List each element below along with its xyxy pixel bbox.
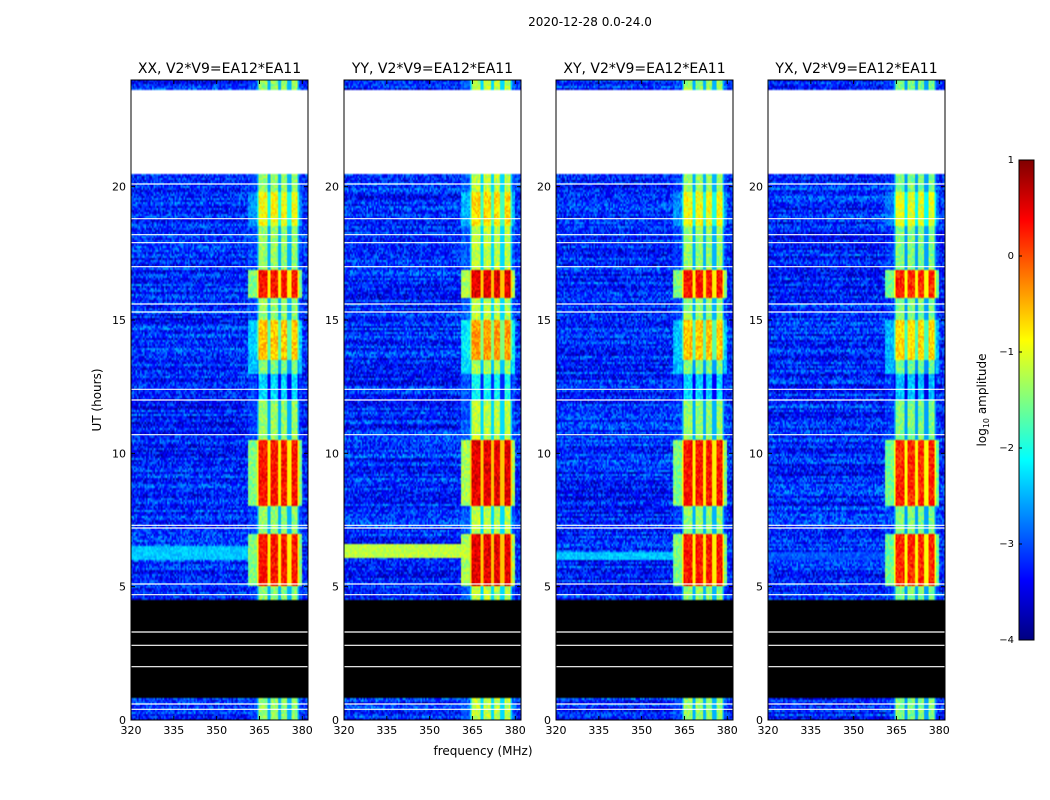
x-tick-label: 320	[121, 724, 142, 737]
x-tick-label: 365	[249, 724, 270, 737]
x-tick-label: 335	[588, 724, 609, 737]
panel-title: YX, V2*V9=EA12*EA11	[774, 61, 937, 77]
x-tick-label: 365	[674, 724, 695, 737]
y-tick-label: 10	[537, 447, 551, 460]
plot-frame	[130, 79, 309, 721]
y-tick-label: 0	[332, 714, 339, 727]
colorbar-tick-label: −4	[999, 635, 1014, 646]
y-tick-label: 0	[756, 714, 763, 727]
y-tick-label: 15	[537, 314, 551, 327]
y-tick-label: 0	[119, 714, 126, 727]
y-tick-label: 20	[112, 181, 126, 194]
y-tick-label: 10	[749, 447, 763, 460]
panel-title: XX, V2*V9=EA12*EA11	[138, 61, 301, 77]
x-tick-label: 320	[546, 724, 567, 737]
panels-group: XX, V2*V9=EA12*EA11 320 335 350 365 380 0 5 10 15…	[112, 61, 950, 737]
plot-frame	[555, 79, 734, 721]
panel: XX, V2*V9=EA12*EA11 320 335 350 365 380 0 5 10 15…	[112, 61, 313, 737]
x-tick-label: 350	[843, 724, 864, 737]
colorbar-gradient	[1018, 159, 1035, 641]
y-tick-label: 15	[749, 314, 763, 327]
colorbar-label-subscript: 10	[982, 418, 991, 428]
y-tick-label: 15	[112, 314, 126, 327]
panel: YX, V2*V9=EA12*EA11 320 335 350 365 380 0 5 10 15…	[749, 61, 950, 737]
x-tick-label: 365	[886, 724, 907, 737]
x-tick-label: 380	[505, 724, 526, 737]
y-tick-label: 5	[332, 581, 339, 594]
panel: XY, V2*V9=EA12*EA11 320 335 350 365 380 0 5 10 15…	[537, 61, 738, 737]
y-tick-label: 5	[544, 581, 551, 594]
colorbar-tick-label: 0	[1008, 251, 1014, 262]
colorbar-tick-label: −3	[999, 539, 1014, 550]
x-tick-label: 335	[376, 724, 397, 737]
x-tick-label: 350	[631, 724, 652, 737]
colorbar-label-prefix: log	[975, 428, 989, 446]
x-axis-label: frequency (MHz)	[433, 744, 532, 758]
colorbar-tick-label: −1	[999, 347, 1014, 358]
plot-frame	[343, 79, 522, 721]
y-tick-label: 5	[119, 581, 126, 594]
panel-title: YY, V2*V9=EA12*EA11	[351, 61, 513, 77]
colorbar-label-suffix: amplitude	[975, 354, 989, 418]
x-tick-label: 380	[929, 724, 950, 737]
x-tick-label: 380	[292, 724, 313, 737]
x-tick-label: 380	[717, 724, 738, 737]
colorbar-label: log10 amplitude	[975, 354, 991, 447]
x-tick-label: 350	[206, 724, 227, 737]
y-tick-label: 10	[112, 447, 126, 460]
x-tick-label: 350	[419, 724, 440, 737]
y-tick-label: 20	[537, 181, 551, 194]
y-tick-label: 20	[325, 181, 339, 194]
x-tick-label: 365	[462, 724, 483, 737]
x-tick-label: 320	[334, 724, 355, 737]
y-tick-label: 20	[749, 181, 763, 194]
colorbar-tick-label: −2	[999, 443, 1014, 454]
panel: YY, V2*V9=EA12*EA11 320 335 350 365 380 0 5 10 15…	[325, 61, 526, 737]
x-tick-label: 320	[758, 724, 779, 737]
x-tick-label: 335	[163, 724, 184, 737]
x-tick-label: 335	[800, 724, 821, 737]
y-tick-label: 10	[325, 447, 339, 460]
colorbar-tick-label: 1	[1008, 155, 1014, 166]
y-tick-label: 5	[756, 581, 763, 594]
panel-title: XY, V2*V9=EA12*EA11	[563, 61, 725, 77]
y-tick-label: 0	[544, 714, 551, 727]
figure-suptitle: 2020-12-28 0.0-24.0	[528, 15, 652, 29]
y-tick-label: 15	[325, 314, 339, 327]
plot-frame	[767, 79, 946, 721]
y-axis-label: UT (hours)	[90, 368, 104, 431]
